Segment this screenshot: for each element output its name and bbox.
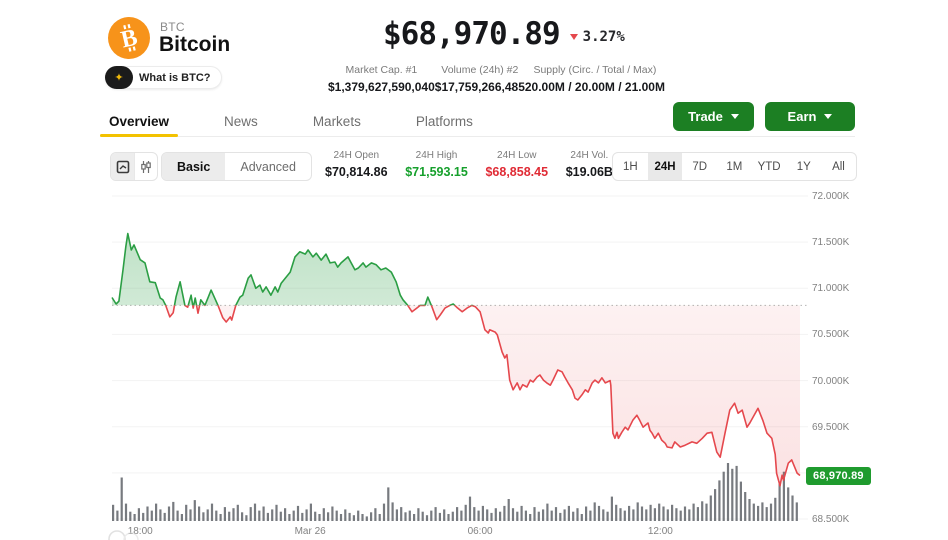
y-axis-tick: 71.000K (812, 283, 850, 295)
day-stat-value: $70,814.86 (325, 165, 388, 179)
market-stats: Market Cap. #1 $1,379,627,590,040 Volume (… (328, 64, 665, 94)
watermark-logo (108, 530, 139, 540)
current-price: $68,970.89 (383, 16, 561, 52)
day-stat-0: 24H Open $70,814.86 (325, 150, 388, 179)
svg-text:B: B (118, 25, 139, 54)
timeframe-selector: 1H 24H 7D 1M YTD 1Y All (612, 152, 857, 181)
price-change-percent: 3.27% (582, 29, 625, 45)
day-stat-label: 24H Low (497, 150, 537, 161)
what-is-btc-button[interactable]: ✦ What is BTC? (105, 66, 222, 89)
price-header: $68,970.89 3.27% (383, 16, 625, 52)
coin-symbol: BTC (160, 20, 185, 34)
action-buttons: Trade Earn (673, 102, 855, 131)
day-stat-label: 24H Open (333, 150, 380, 161)
price-chart[interactable] (0, 188, 948, 540)
bitcoin-logo-icon: B (108, 17, 150, 59)
last-price-badge: 68,970.89 (806, 467, 871, 485)
y-axis-tick: 71.500K (812, 237, 850, 249)
day-stat-2: 24H Low $68,858.45 (485, 150, 548, 179)
day-stat-1: 24H High $71,593.15 (405, 150, 468, 179)
24h-stats: 24H Open $70,814.86 24H High $71,593.15 24H … (325, 150, 613, 179)
market-stat-0: Market Cap. #1 $1,379,627,590,040 (328, 64, 435, 94)
candlestick-mode-button[interactable] (134, 153, 157, 180)
earn-button[interactable]: Earn (765, 102, 855, 131)
market-stat-2: Supply (Circ. / Total / Max) 20.00M / 20.… (525, 64, 665, 94)
tab-platforms[interactable]: Platforms (415, 113, 473, 129)
y-axis-tick: 68.500K (812, 514, 850, 525)
tab-overview[interactable]: Overview (100, 106, 179, 137)
chevron-down-icon (824, 114, 833, 119)
market-stat-label: Volume (24h) #2 (441, 64, 519, 76)
line-chart-icon (116, 160, 129, 173)
mode-advanced-button[interactable]: Advanced (240, 159, 296, 174)
y-axis-tick: 70.500K (812, 329, 850, 341)
x-axis-tick: 06:00 (467, 526, 493, 537)
timeframe-ytd-button[interactable]: YTD (757, 160, 781, 173)
y-axis-tick: 69.500K (812, 421, 850, 433)
timeframe-1m-button[interactable]: 1M (726, 160, 743, 173)
day-stat-3: 24H Vol. $19.06B (566, 150, 613, 179)
candlestick-icon (141, 160, 151, 173)
what-is-btc-label: What is BTC? (139, 71, 211, 84)
market-stat-value: 20.00M / 20.00M / 21.00M (524, 80, 665, 94)
chart-type-toggle-group (110, 152, 158, 181)
timeframe-24h-button[interactable]: 24H (647, 153, 683, 180)
x-axis-tick: 18:00 (127, 526, 153, 537)
trade-button-label: Trade (688, 109, 723, 124)
tab-markets[interactable]: Markets (312, 113, 361, 129)
day-stat-value: $68,858.45 (485, 165, 549, 179)
x-axis-tick: 12:00 (647, 526, 673, 537)
price-down-arrow-icon (569, 34, 578, 40)
timeframe-all-button[interactable]: All (832, 160, 845, 173)
line-chart-mode-button[interactable] (111, 153, 134, 180)
basic-advanced-toggle: Basic Advanced (161, 152, 312, 181)
coin-name: Bitcoin (159, 33, 231, 56)
y-axis-tick: 72.000K (812, 191, 850, 202)
day-stat-label: 24H Vol. (570, 150, 609, 161)
timeframe-7d-button[interactable]: 7D (692, 160, 708, 173)
market-stat-value: $17,759,266,485 (434, 80, 525, 94)
x-axis-tick: Mar 26 (294, 526, 326, 537)
day-stat-value: $19.06B (565, 165, 613, 179)
y-axis-tick: 70.000K (812, 375, 850, 387)
market-stat-1: Volume (24h) #2 $17,759,266,485 (435, 64, 525, 94)
day-stat-label: 24H High (415, 150, 458, 161)
mode-basic-button[interactable]: Basic (162, 153, 226, 180)
market-stat-value: $1,379,627,590,040 (328, 80, 435, 94)
price-change: 3.27% (569, 29, 625, 45)
timeframe-1h-button[interactable]: 1H (622, 160, 638, 173)
section-tabs: Overview News Markets Platforms (100, 106, 855, 137)
volume-bars (112, 463, 798, 521)
chevron-down-icon (730, 114, 739, 119)
earn-button-label: Earn (787, 109, 817, 124)
trade-button[interactable]: Trade (673, 102, 754, 131)
tab-news[interactable]: News (224, 113, 258, 129)
sparkle-icon: ✦ (105, 66, 133, 89)
day-stat-value: $71,593.15 (405, 165, 468, 179)
timeframe-1y-button[interactable]: 1Y (796, 160, 811, 173)
market-stat-label: Market Cap. #1 (345, 64, 418, 76)
market-stat-label: Supply (Circ. / Total / Max) (533, 64, 657, 76)
